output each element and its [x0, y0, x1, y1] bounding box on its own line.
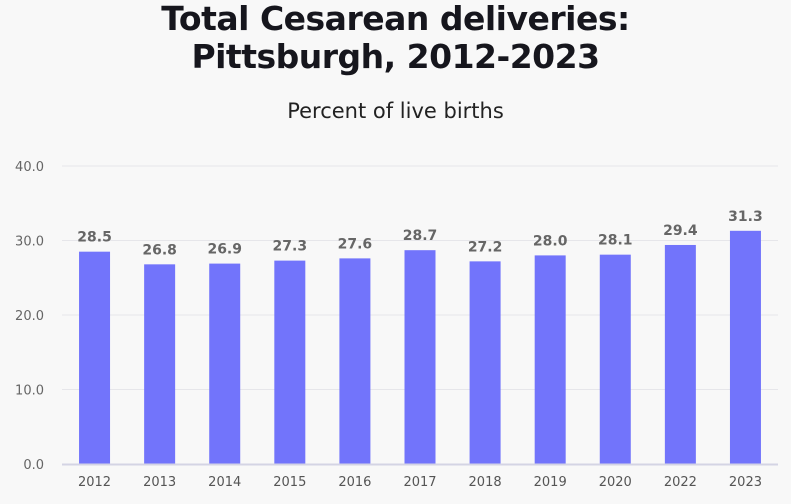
bar	[404, 250, 436, 464]
bar	[599, 254, 631, 464]
data-label: 28.1	[598, 233, 633, 249]
chart-title-line-1: Total Cesarean deliveries:	[161, 0, 630, 38]
data-label: 27.2	[468, 239, 503, 255]
chart-subtitle: Percent of live births	[287, 99, 504, 123]
x-tick-label: 2012	[78, 475, 111, 490]
x-tick-label: 2017	[403, 475, 436, 490]
bar	[209, 263, 241, 464]
x-tick-label: 2015	[273, 475, 306, 490]
bar	[339, 258, 371, 464]
bar	[534, 255, 566, 464]
x-tick-label: 2014	[208, 475, 241, 490]
data-label: 28.0	[533, 233, 568, 249]
data-label: 27.6	[338, 236, 373, 252]
bar	[664, 244, 696, 464]
chart-title-line-2: Pittsburgh, 2012-2023	[191, 37, 600, 76]
bar	[79, 251, 111, 464]
x-tick-label: 2022	[664, 475, 697, 490]
x-tick-label: 2023	[729, 475, 762, 490]
bar	[144, 264, 176, 464]
y-tick-label: 30.0	[15, 235, 44, 250]
bar	[469, 261, 501, 464]
chart-title: Total Cesarean deliveries: Pittsburgh, 2…	[0, 0, 791, 76]
x-tick-label: 2018	[469, 475, 502, 490]
y-tick-label: 40.0	[15, 160, 44, 175]
y-tick-label: 10.0	[15, 384, 44, 399]
data-label: 28.7	[403, 228, 438, 244]
x-tick-label: 2020	[599, 475, 632, 490]
x-tick-label: 2016	[338, 475, 371, 490]
x-tick-label: 2013	[143, 475, 176, 490]
data-label: 26.9	[207, 242, 242, 258]
data-label: 28.5	[77, 230, 112, 246]
x-tick-label: 2019	[534, 475, 567, 490]
y-tick-label: 20.0	[15, 309, 44, 324]
bar	[729, 230, 761, 464]
data-label: 27.3	[273, 239, 308, 255]
y-tick-label: 0.0	[23, 458, 44, 473]
data-label: 31.3	[728, 209, 763, 225]
data-label: 26.8	[142, 242, 177, 258]
data-label: 29.4	[663, 223, 698, 239]
bar	[274, 260, 306, 464]
